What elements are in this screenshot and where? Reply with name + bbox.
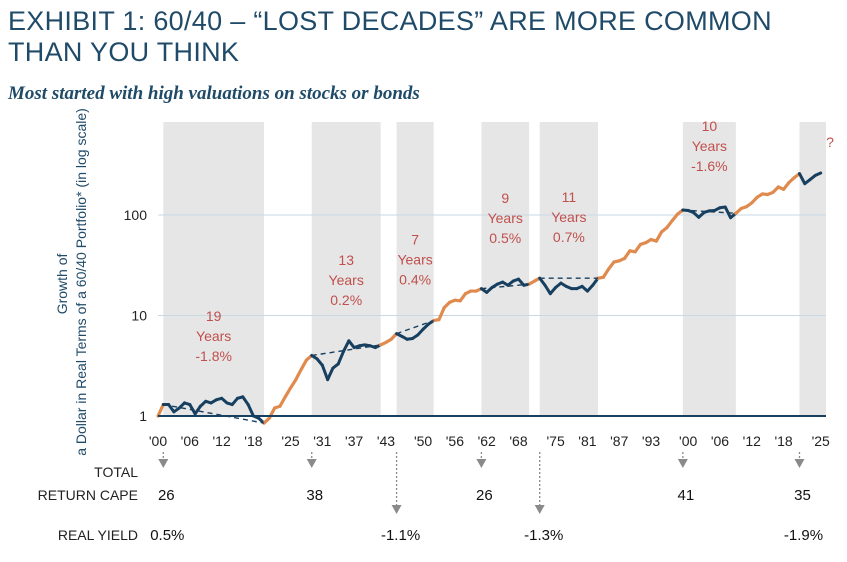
lost-decade-annotation: -1.6% bbox=[691, 158, 728, 174]
growth-series-segment bbox=[283, 386, 293, 399]
chart-title: EXHIBIT 1: 60/40 – “LOST DECADES” ARE MO… bbox=[8, 6, 772, 67]
lost-decade-band bbox=[163, 122, 265, 416]
lost-decade-annotation: 10 bbox=[702, 118, 718, 134]
lost-decade-annotation: 0.2% bbox=[330, 292, 362, 308]
lost-decade-band bbox=[539, 122, 599, 416]
lost-decade-annotation: -1.8% bbox=[195, 348, 232, 364]
current-period-band bbox=[799, 122, 826, 416]
lost-decade-band bbox=[682, 122, 736, 416]
growth-series-segment bbox=[299, 358, 309, 372]
lost-decade-series-segment bbox=[246, 403, 255, 418]
lost-decade-annotation: Years bbox=[692, 138, 727, 154]
current-period-question-mark: ? bbox=[826, 134, 834, 150]
trend-dashed-line bbox=[481, 283, 530, 290]
x-tick-label: '93 bbox=[642, 433, 660, 449]
lost-decade-series-segment bbox=[336, 349, 346, 366]
cape-arrow-head bbox=[677, 459, 688, 468]
lost-decade-series-segment bbox=[543, 283, 552, 296]
x-tick-label: '87 bbox=[610, 433, 628, 449]
growth-series-segment bbox=[278, 395, 287, 408]
y-tick-label: 100 bbox=[124, 207, 148, 223]
growth-series-segment bbox=[294, 367, 303, 382]
x-tick-label: '18 bbox=[774, 433, 792, 449]
cape-arrow-head bbox=[476, 459, 487, 468]
x-tick-label: '06 bbox=[181, 433, 199, 449]
cape-value: 35 bbox=[794, 487, 811, 504]
lost-decade-annotation: Years bbox=[329, 272, 364, 288]
yield-arrow-head bbox=[391, 505, 402, 514]
lost-decade-annotation: 0.4% bbox=[399, 272, 431, 288]
lost-decade-series-segment bbox=[241, 395, 250, 407]
growth-series-segment bbox=[156, 402, 165, 418]
growth-series-segment bbox=[601, 267, 611, 279]
cape-row-label-line2: RETURN CAPE bbox=[38, 487, 138, 503]
yield-arrow-head bbox=[534, 505, 545, 514]
real-yield-row-label: REAL YIELD bbox=[58, 527, 138, 543]
lost-decade-annotation: 0.7% bbox=[553, 229, 585, 245]
lost-decade-annotation: 9 bbox=[501, 190, 509, 206]
growth-series-segment bbox=[437, 305, 446, 322]
x-tick-label: '18 bbox=[244, 433, 262, 449]
lost-decade-series-segment bbox=[813, 171, 823, 177]
lost-decade-series-segment bbox=[320, 363, 330, 382]
lost-decade-series-segment bbox=[797, 172, 807, 186]
growth-series-segment bbox=[288, 378, 298, 390]
real-yield-value: -1.1% bbox=[381, 527, 420, 544]
lost-decade-series-segment bbox=[326, 366, 335, 382]
x-tick-label: '62 bbox=[478, 433, 496, 449]
cape-arrow-head bbox=[158, 459, 169, 468]
trend-dashed-line bbox=[163, 403, 265, 424]
x-tick-label: '31 bbox=[313, 433, 331, 449]
x-tick-label: '50 bbox=[414, 433, 432, 449]
real-yield-value: -1.9% bbox=[784, 527, 823, 544]
x-tick-label: '37 bbox=[345, 433, 363, 449]
y-tick-label: 10 bbox=[131, 308, 147, 324]
x-tick-label: '68 bbox=[509, 433, 527, 449]
lost-decade-annotation: 19 bbox=[206, 308, 222, 324]
x-tick-label: '00 bbox=[149, 433, 167, 449]
lost-decade-annotation: Years bbox=[196, 328, 231, 344]
x-tick-label: '25 bbox=[281, 433, 299, 449]
cape-row-label-line1: TOTAL bbox=[94, 464, 138, 480]
y-axis-label: Growth of a Dollar in Real Terms of a 60… bbox=[54, 108, 89, 456]
trend-dashed-line bbox=[311, 344, 381, 357]
growth-series-segment bbox=[654, 230, 664, 243]
cape-value: 38 bbox=[306, 487, 323, 504]
lost-decade-annotation: Years bbox=[488, 210, 523, 226]
trend-dashed-line bbox=[396, 319, 434, 335]
x-tick-label: '00 bbox=[679, 433, 697, 449]
lost-decade-annotation: Years bbox=[397, 252, 432, 268]
x-tick-label: '75 bbox=[546, 433, 564, 449]
real-yield-value: -1.3% bbox=[524, 527, 563, 544]
x-tick-label: '81 bbox=[578, 433, 596, 449]
cape-value: 41 bbox=[678, 487, 695, 504]
cape-value: 26 bbox=[476, 487, 493, 504]
x-tick-label: '25 bbox=[812, 433, 830, 449]
x-tick-label: '56 bbox=[446, 433, 464, 449]
chart-subtitle: Most started with high valuations on sto… bbox=[8, 83, 420, 104]
lost-decade-annotation: 11 bbox=[562, 189, 577, 205]
lost-decade-band bbox=[311, 122, 381, 416]
x-tick-label: '12 bbox=[212, 433, 230, 449]
lost-decade-band bbox=[481, 122, 530, 416]
lost-decade-band bbox=[396, 122, 434, 416]
lost-decade-series-segment bbox=[342, 339, 351, 353]
lost-decade-annotation: 0.5% bbox=[489, 230, 521, 246]
cape-arrow-head bbox=[306, 459, 317, 468]
lost-decade-annotation: 7 bbox=[411, 232, 419, 248]
x-tick-label: '43 bbox=[377, 433, 395, 449]
cape-arrow-head bbox=[794, 459, 805, 468]
lost-decade-annotation: 13 bbox=[338, 252, 354, 268]
cape-value: 26 bbox=[158, 487, 175, 504]
lost-decade-annotation: Years bbox=[551, 209, 586, 225]
real-yield-value: 0.5% bbox=[150, 527, 184, 544]
y-tick-label: 1 bbox=[139, 408, 147, 424]
lost-decade-series-segment bbox=[167, 403, 176, 414]
lost-decade-series-segment bbox=[193, 404, 202, 416]
x-tick-label: '12 bbox=[743, 433, 761, 449]
x-tick-label: '06 bbox=[711, 433, 729, 449]
